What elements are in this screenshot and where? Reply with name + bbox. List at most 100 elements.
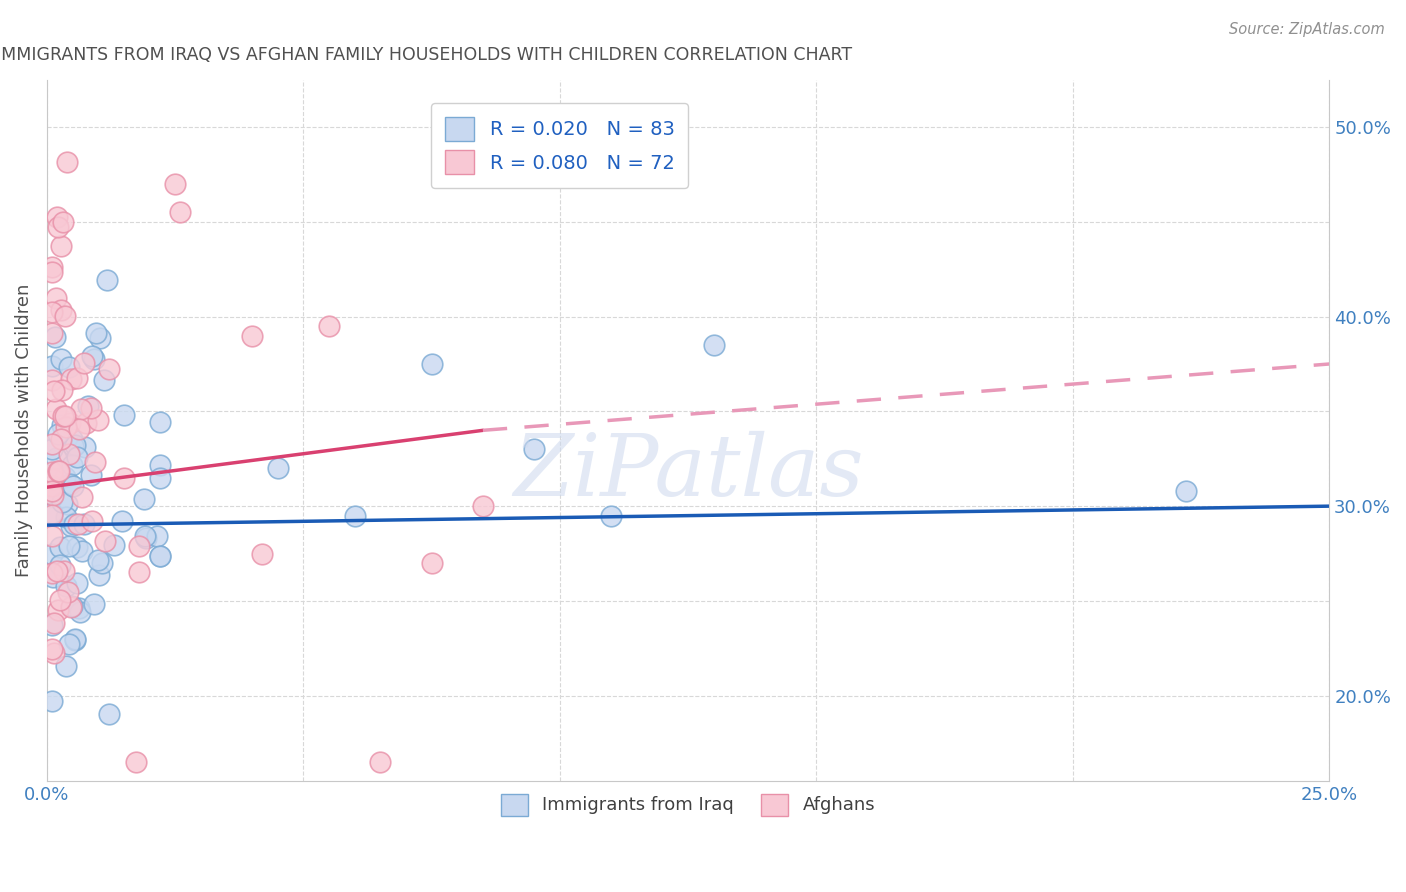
Afghans [52, 409, 75, 423]
Afghans [45, 210, 67, 224]
Immigrants from Iraq [343, 508, 366, 523]
Immigrants from Iraq [703, 338, 725, 352]
Text: IMMIGRANTS FROM IRAQ VS AFGHAN FAMILY HOUSEHOLDS WITH CHILDREN CORRELATION CHART: IMMIGRANTS FROM IRAQ VS AFGHAN FAMILY HO… [0, 46, 852, 64]
Immigrants from Iraq [60, 599, 83, 613]
Afghans [368, 755, 391, 769]
Immigrants from Iraq [83, 352, 105, 367]
Immigrants from Iraq [58, 637, 80, 651]
Immigrants from Iraq [77, 399, 100, 413]
Immigrants from Iraq [62, 479, 84, 493]
Immigrants from Iraq [59, 519, 82, 533]
Afghans [86, 413, 108, 427]
Afghans [41, 260, 63, 275]
Immigrants from Iraq [73, 516, 96, 531]
Afghans [46, 219, 69, 234]
Immigrants from Iraq [66, 576, 89, 591]
Immigrants from Iraq [44, 329, 66, 343]
Immigrants from Iraq [82, 349, 104, 363]
Immigrants from Iraq [420, 357, 443, 371]
Immigrants from Iraq [55, 579, 77, 593]
Afghans [49, 433, 72, 447]
Immigrants from Iraq [93, 373, 115, 387]
Afghans [53, 309, 76, 323]
Afghans [51, 303, 73, 318]
Immigrants from Iraq [86, 553, 108, 567]
Afghans [42, 646, 65, 660]
Immigrants from Iraq [59, 477, 82, 491]
Afghans [80, 401, 103, 415]
Immigrants from Iraq [73, 441, 96, 455]
Afghans [48, 464, 70, 478]
Afghans [52, 565, 75, 579]
Immigrants from Iraq [60, 458, 83, 472]
Afghans [46, 465, 69, 479]
Immigrants from Iraq [41, 506, 63, 520]
Immigrants from Iraq [110, 515, 132, 529]
Afghans [41, 566, 63, 580]
Afghans [471, 499, 494, 513]
Immigrants from Iraq [98, 707, 121, 722]
Afghans [252, 547, 274, 561]
Afghans [97, 362, 120, 376]
Immigrants from Iraq [149, 549, 172, 564]
Immigrants from Iraq [267, 461, 290, 475]
Immigrants from Iraq [84, 326, 107, 341]
Immigrants from Iraq [51, 417, 73, 432]
Immigrants from Iraq [66, 450, 89, 464]
Afghans [42, 384, 65, 398]
Immigrants from Iraq [149, 549, 172, 563]
Immigrants from Iraq [62, 439, 84, 453]
Afghans [69, 402, 91, 417]
Afghans [41, 305, 63, 319]
Immigrants from Iraq [41, 359, 63, 373]
Afghans [45, 564, 67, 578]
Afghans [72, 490, 94, 504]
Afghans [41, 528, 63, 542]
Afghans [46, 603, 69, 617]
Immigrants from Iraq [41, 694, 63, 708]
Afghans [49, 239, 72, 253]
Immigrants from Iraq [65, 632, 87, 646]
Immigrants from Iraq [62, 516, 84, 531]
Afghans [240, 328, 263, 343]
Immigrants from Iraq [96, 273, 118, 287]
Immigrants from Iraq [60, 432, 83, 446]
Immigrants from Iraq [91, 557, 114, 571]
Immigrants from Iraq [523, 442, 546, 457]
Afghans [59, 372, 82, 386]
Immigrants from Iraq [55, 497, 77, 511]
Afghans [82, 515, 104, 529]
Afghans [112, 471, 135, 485]
Afghans [58, 447, 80, 461]
Afghans [51, 383, 73, 397]
Afghans [125, 755, 148, 769]
Immigrants from Iraq [67, 601, 90, 615]
Immigrants from Iraq [63, 438, 86, 452]
Immigrants from Iraq [48, 540, 70, 554]
Immigrants from Iraq [83, 597, 105, 611]
Immigrants from Iraq [600, 508, 623, 523]
Afghans [55, 419, 77, 434]
Immigrants from Iraq [58, 539, 80, 553]
Afghans [67, 422, 90, 436]
Immigrants from Iraq [134, 531, 156, 545]
Afghans [41, 641, 63, 656]
Immigrants from Iraq [66, 540, 89, 554]
Immigrants from Iraq [41, 618, 63, 632]
Immigrants from Iraq [65, 633, 87, 648]
Afghans [318, 319, 340, 334]
Afghans [56, 584, 79, 599]
Immigrants from Iraq [49, 558, 72, 572]
Afghans [49, 593, 72, 607]
Afghans [44, 616, 66, 631]
Afghans [67, 516, 90, 531]
Text: ZiPatlas: ZiPatlas [513, 431, 863, 514]
Afghans [94, 534, 117, 549]
Immigrants from Iraq [45, 451, 67, 466]
Text: Source: ZipAtlas.com: Source: ZipAtlas.com [1229, 22, 1385, 37]
Afghans [169, 205, 191, 219]
Afghans [59, 599, 82, 614]
Immigrants from Iraq [1174, 483, 1197, 498]
Afghans [59, 417, 82, 431]
Afghans [165, 177, 187, 191]
